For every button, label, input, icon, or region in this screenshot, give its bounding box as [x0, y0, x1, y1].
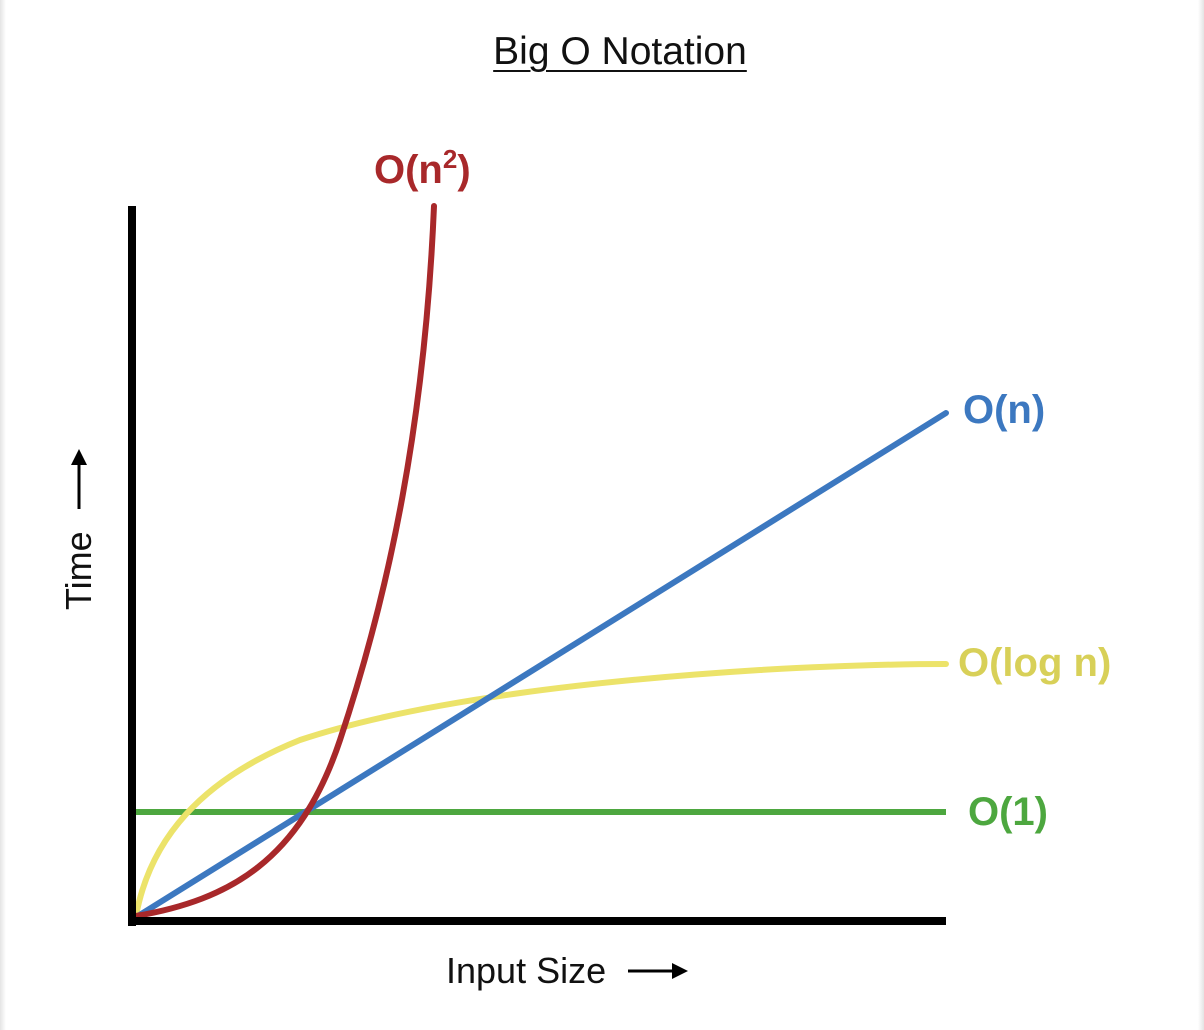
x-axis-label-text: Input Size — [446, 950, 607, 991]
right-edge-shadow — [1198, 0, 1204, 1030]
label-log: O(log n) — [958, 641, 1112, 685]
line-log — [133, 661, 949, 919]
line-linear — [135, 410, 949, 919]
label-quadratic-close: ) — [457, 148, 471, 192]
chart-title: Big O Notation — [493, 30, 747, 73]
y-axis-label-text: Time — [58, 531, 99, 610]
arrow-up-icon — [71, 449, 87, 510]
x-axis-label: Input Size — [446, 950, 689, 992]
label-constant: O(1) — [968, 790, 1048, 834]
arrow-right-icon — [628, 963, 689, 979]
label-linear: O(n) — [963, 388, 1046, 432]
label-quadratic-base: O(n — [374, 148, 443, 192]
label-quadratic: O(n2) — [374, 146, 471, 192]
label-quadratic-exponent: 2 — [442, 144, 458, 174]
line-quadratic — [133, 203, 437, 919]
left-edge-shadow — [0, 0, 6, 1030]
y-axis-label: Time — [58, 449, 100, 610]
